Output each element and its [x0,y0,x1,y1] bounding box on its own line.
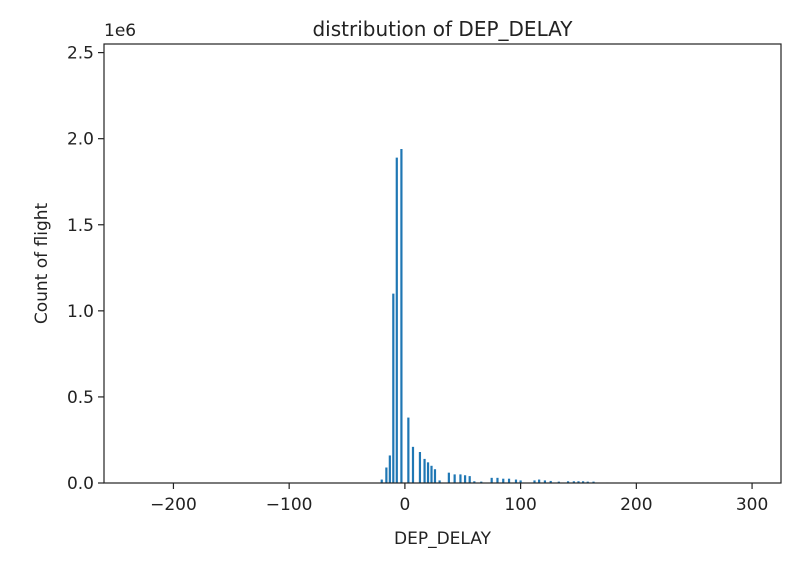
x-axis-ticks: −200 −100 0 100 200 300 [150,483,768,515]
histogram-bar [496,478,498,483]
y-tick-label: 2.5 [67,44,94,64]
y-tick-label: 2.0 [67,130,94,150]
plot-area-frame [104,44,781,483]
histogram-bar [385,468,387,483]
histogram-bar [430,466,432,483]
y-tick-label: 0.0 [67,474,94,494]
x-tick-label: 0 [399,495,410,515]
histogram-bar [502,479,504,483]
x-tick-label: 300 [736,495,768,515]
y-axis-offset-text: 1e6 [104,21,136,41]
histogram-bar [412,447,414,483]
histogram-bar [508,479,510,483]
histogram-bar [459,474,461,483]
chart-title: distribution of DEP_DELAY [312,17,573,41]
y-axis-ticks: 0.0 0.5 1.0 1.5 2.0 2.5 [67,44,104,494]
y-axis-label: Count of flight [32,202,52,324]
histogram-bar [396,158,398,483]
x-axis-label: DEP_DELAY [394,529,492,549]
histogram-bar [448,473,450,483]
histogram-bar [389,455,391,483]
histogram-bar [392,294,394,483]
x-tick-label: 100 [504,495,536,515]
histogram-bar [491,478,493,483]
bars-layer [381,149,626,483]
y-tick-label: 0.5 [67,388,94,408]
x-tick-label: −100 [266,495,313,515]
histogram-bar [427,462,429,483]
histogram-bar [454,474,456,483]
histogram-bar [419,452,421,483]
y-tick-label: 1.0 [67,302,94,322]
y-tick-label: 1.5 [67,216,94,236]
histogram-bar [464,475,466,483]
x-tick-label: 200 [620,495,652,515]
histogram-bar [407,418,409,483]
histogram-bar [469,476,471,483]
histogram-bar [400,149,402,483]
histogram-bar [434,469,436,483]
histogram-bar [423,459,425,483]
x-tick-label: −200 [150,495,197,515]
